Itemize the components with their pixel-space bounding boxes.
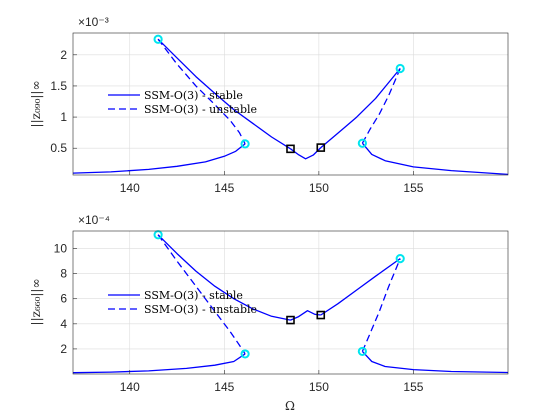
top-y-axis-label: ||z₀₉₀||∞ bbox=[29, 81, 43, 128]
x-tick-label: 145 bbox=[214, 181, 234, 195]
special-point-marker bbox=[286, 315, 295, 325]
fold-point-marker bbox=[357, 138, 367, 148]
fold-point-marker bbox=[153, 34, 163, 44]
bottom-y-axis-label: ||z₆₆₀||∞ bbox=[29, 279, 43, 326]
y-tick-label: 2 bbox=[60, 342, 67, 356]
y-tick-label: 4 bbox=[60, 317, 67, 331]
y-tick-label: 6 bbox=[60, 292, 67, 306]
special-point-marker bbox=[316, 143, 326, 152]
top-curves bbox=[72, 38, 509, 176]
fold-point-marker bbox=[240, 349, 250, 359]
y-tick-label: 0.5 bbox=[50, 141, 67, 155]
y-tick-label: 1 bbox=[60, 110, 67, 124]
legend-stable-label: SSM-O(3) - stable bbox=[144, 289, 243, 302]
stable-branch-line bbox=[361, 142, 509, 176]
bottom-plot: 140 145 150 155 2 4 6 8 10 ×10⁻⁴ ||z₆₆₀||∞ SSM-O… bbox=[29, 213, 509, 394]
legend-stable-label: SSM-O(3) - stable bbox=[144, 89, 243, 102]
x-tick-label: 155 bbox=[403, 380, 423, 394]
stable-branch-line bbox=[157, 38, 291, 150]
special-point-marker bbox=[316, 310, 326, 320]
stable-branch-line bbox=[320, 258, 401, 316]
stable-branch-line bbox=[157, 234, 291, 321]
stable-branch-line bbox=[361, 350, 509, 374]
y-tick-label: 2 bbox=[60, 48, 67, 62]
top-markers bbox=[153, 34, 405, 154]
bottom-curves bbox=[72, 234, 509, 374]
top-plot-area bbox=[73, 33, 508, 175]
stable-branch-line bbox=[72, 353, 246, 374]
stable-branch-line bbox=[320, 68, 401, 149]
fold-point-marker bbox=[240, 139, 250, 149]
legend-unstable-label: SSM-O(3) - unstable bbox=[144, 303, 257, 316]
top-axes-box bbox=[72, 32, 509, 176]
x-tick-label: 150 bbox=[309, 181, 329, 195]
bottom-legend: SSM-O(3) - stable SSM-O(3) - unstable bbox=[108, 289, 257, 316]
bottom-markers bbox=[153, 230, 405, 359]
x-tick-label: 140 bbox=[120, 181, 140, 195]
x-tick-label: 150 bbox=[309, 380, 329, 394]
unstable-branch-line bbox=[361, 258, 401, 352]
bottom-plot-area bbox=[73, 231, 508, 374]
legend-unstable-label: SSM-O(3) - unstable bbox=[144, 103, 257, 116]
top-y-exponent: ×10⁻³ bbox=[78, 15, 109, 29]
bottom-ylabel-text: ||z₆₆₀||∞ bbox=[29, 279, 43, 326]
top-plot: 140 145 150 155 0.5 1 1.5 2 ×10⁻³ ||z₀₉₀||∞ SSM… bbox=[29, 15, 509, 195]
bottom-ticks: 140 145 150 155 2 4 6 8 10 bbox=[54, 242, 424, 394]
top-ticks: 140 145 150 155 0.5 1 1.5 2 bbox=[50, 48, 423, 195]
bottom-y-exponent: ×10⁻⁴ bbox=[78, 213, 110, 227]
top-legend: SSM-O(3) - stable SSM-O(3) - unstable bbox=[108, 89, 257, 116]
top-ylabel-text: ||z₀₉₀||∞ bbox=[29, 81, 43, 128]
fold-point-marker bbox=[395, 253, 405, 264]
bottom-grid bbox=[73, 231, 508, 374]
stable-branch-line bbox=[290, 147, 322, 160]
x-axis-label: Ω bbox=[285, 399, 295, 413]
unstable-branch-line bbox=[157, 38, 246, 145]
unstable-branch-line bbox=[157, 234, 246, 355]
y-tick-label: 8 bbox=[60, 267, 67, 281]
fold-point-marker bbox=[357, 346, 367, 357]
bottom-axes-box bbox=[72, 230, 509, 375]
unstable-branch-line bbox=[361, 68, 401, 144]
fold-point-marker bbox=[395, 63, 405, 74]
x-tick-label: 145 bbox=[214, 380, 234, 394]
special-point-marker bbox=[286, 144, 295, 154]
y-tick-label: 1.5 bbox=[50, 79, 67, 93]
y-tick-label: 10 bbox=[54, 242, 68, 256]
x-tick-label: 140 bbox=[120, 380, 140, 394]
stable-branch-line bbox=[72, 143, 246, 174]
x-tick-label: 155 bbox=[403, 181, 423, 195]
